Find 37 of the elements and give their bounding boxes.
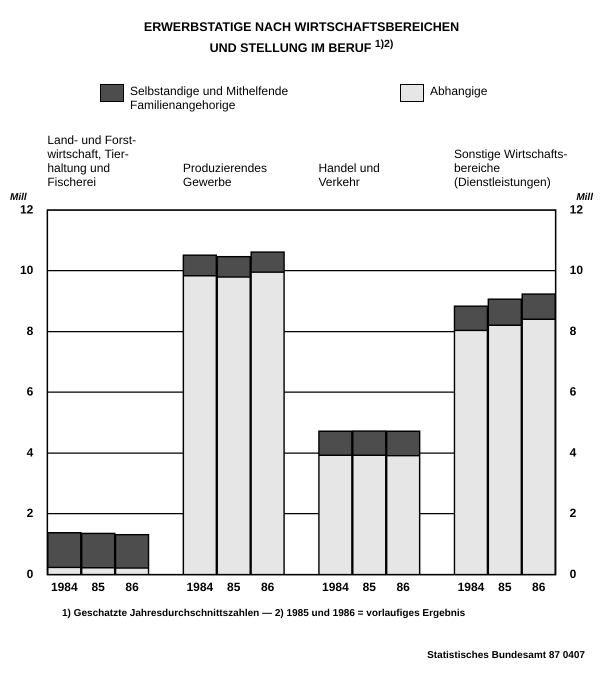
text: Produzierendes Gewerbe — [182, 161, 267, 189]
x-tick-label: 1984 — [50, 580, 78, 594]
x-tick-label: 86 — [532, 580, 546, 594]
x-tick-label: 1984 — [322, 580, 350, 594]
x-tick-label: 86 — [260, 580, 275, 594]
legend-label: Selbstandige und Mithelfende Familienangehorige — [130, 84, 290, 112]
x-tick-label: 85 — [498, 580, 512, 594]
x-tick-label: 85 — [227, 580, 241, 594]
y-tick-label: 10 — [20, 263, 34, 278]
y2-tick-label: 4 — [570, 445, 577, 460]
y2-tick-label: 10 — [570, 263, 584, 278]
y-tick-label: 0 — [26, 566, 34, 581]
x-tick-label: 1984 — [186, 580, 214, 594]
x-tick-label: 85 — [92, 580, 106, 594]
text: Handel und Verkehr — [318, 161, 380, 189]
text: 1) Geschatzte Jahresdurchschnittszahlen — 2) 1985 und 1986 = vorlaufiges Ergebnis — [62, 608, 466, 619]
x-tick-label: 1984 — [458, 580, 485, 594]
x-tick-label: 85 — [362, 580, 376, 594]
y2-tick-label: 2 — [570, 506, 577, 520]
text: Land- und Forst- wirtschaft, Tier- haltung und Fischerei — [46, 133, 136, 189]
y2-tick-label: 8 — [570, 324, 577, 338]
y2-tick-label: 6 — [570, 384, 577, 399]
text: Sonstige Wirtschafts- bereiche (Dienstleistungen) — [454, 147, 568, 189]
y-tick-label: 4 — [26, 445, 34, 460]
x-tick-label: 86 — [125, 580, 140, 594]
y-axis-title: Mill — [10, 192, 27, 203]
y-tick-label: 12 — [20, 202, 34, 216]
text: Statistisches Bundesamt 87 0407 — [427, 650, 585, 661]
y-tick-label: 8 — [26, 324, 34, 338]
y-tick-label: 2 — [26, 506, 34, 520]
x-tick-label: 86 — [396, 580, 410, 594]
y2-tick-label: 0 — [570, 566, 577, 581]
y2-tick-label: 12 — [570, 202, 584, 216]
chart-title: ERWERBSTATIGE NACH WIRTSCHAFTSBEREICHEN UND STELLUNG IM BERUF $^{1)2)}$ — [142, 19, 460, 58]
legend-label: Abhangige — [430, 84, 488, 98]
y2-axis-title: Mill — [576, 192, 594, 203]
y-tick-label: 6 — [26, 384, 34, 399]
